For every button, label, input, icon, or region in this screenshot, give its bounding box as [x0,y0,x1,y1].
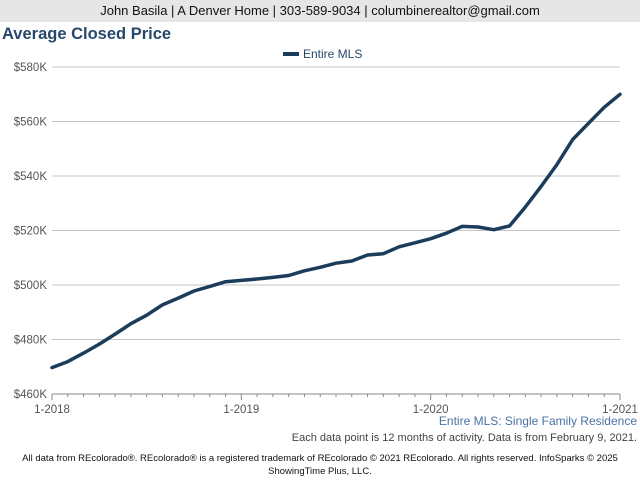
chart-title: Average Closed Price [2,25,172,43]
y-tick-label: $480K [14,335,48,347]
x-tick-label: 1-2021 [602,404,638,416]
x-tick-label: 1-2018 [34,404,70,416]
data-note: Each data point is 12 months of activity… [291,432,637,444]
y-tick-label: $560K [14,117,48,129]
series-line-entire-mls [50,92,622,370]
footer: All data from REcolorado®. REcolorado® i… [0,452,640,478]
footer-line-1: All data from REcolorado®. REcolorado® i… [22,453,618,464]
footer-line-2: ShowingTime Plus, LLC. [268,466,372,477]
y-tick-label: $460K [14,389,48,401]
y-tick-label: $520K [14,226,48,238]
y-tick-label: $540K [14,171,48,183]
chart-subtitle: Entire MLS: Single Family Residence [438,414,637,428]
grid-lines [52,66,620,395]
contact-header: John Basila | A Denver Home | 303-589-90… [0,0,640,22]
axes: $460K $480K $500K $520K $540K $560K $580K 1-201… [14,62,638,416]
x-tick-label: 1-2020 [413,404,449,416]
y-tick-label: $500K [14,280,48,292]
legend: Entire MLS [283,47,362,61]
x-tick-label: 1-2019 [223,404,259,416]
series-layer [50,92,622,370]
legend-label: Entire MLS [303,47,362,61]
y-tick-label: $580K [14,62,48,74]
